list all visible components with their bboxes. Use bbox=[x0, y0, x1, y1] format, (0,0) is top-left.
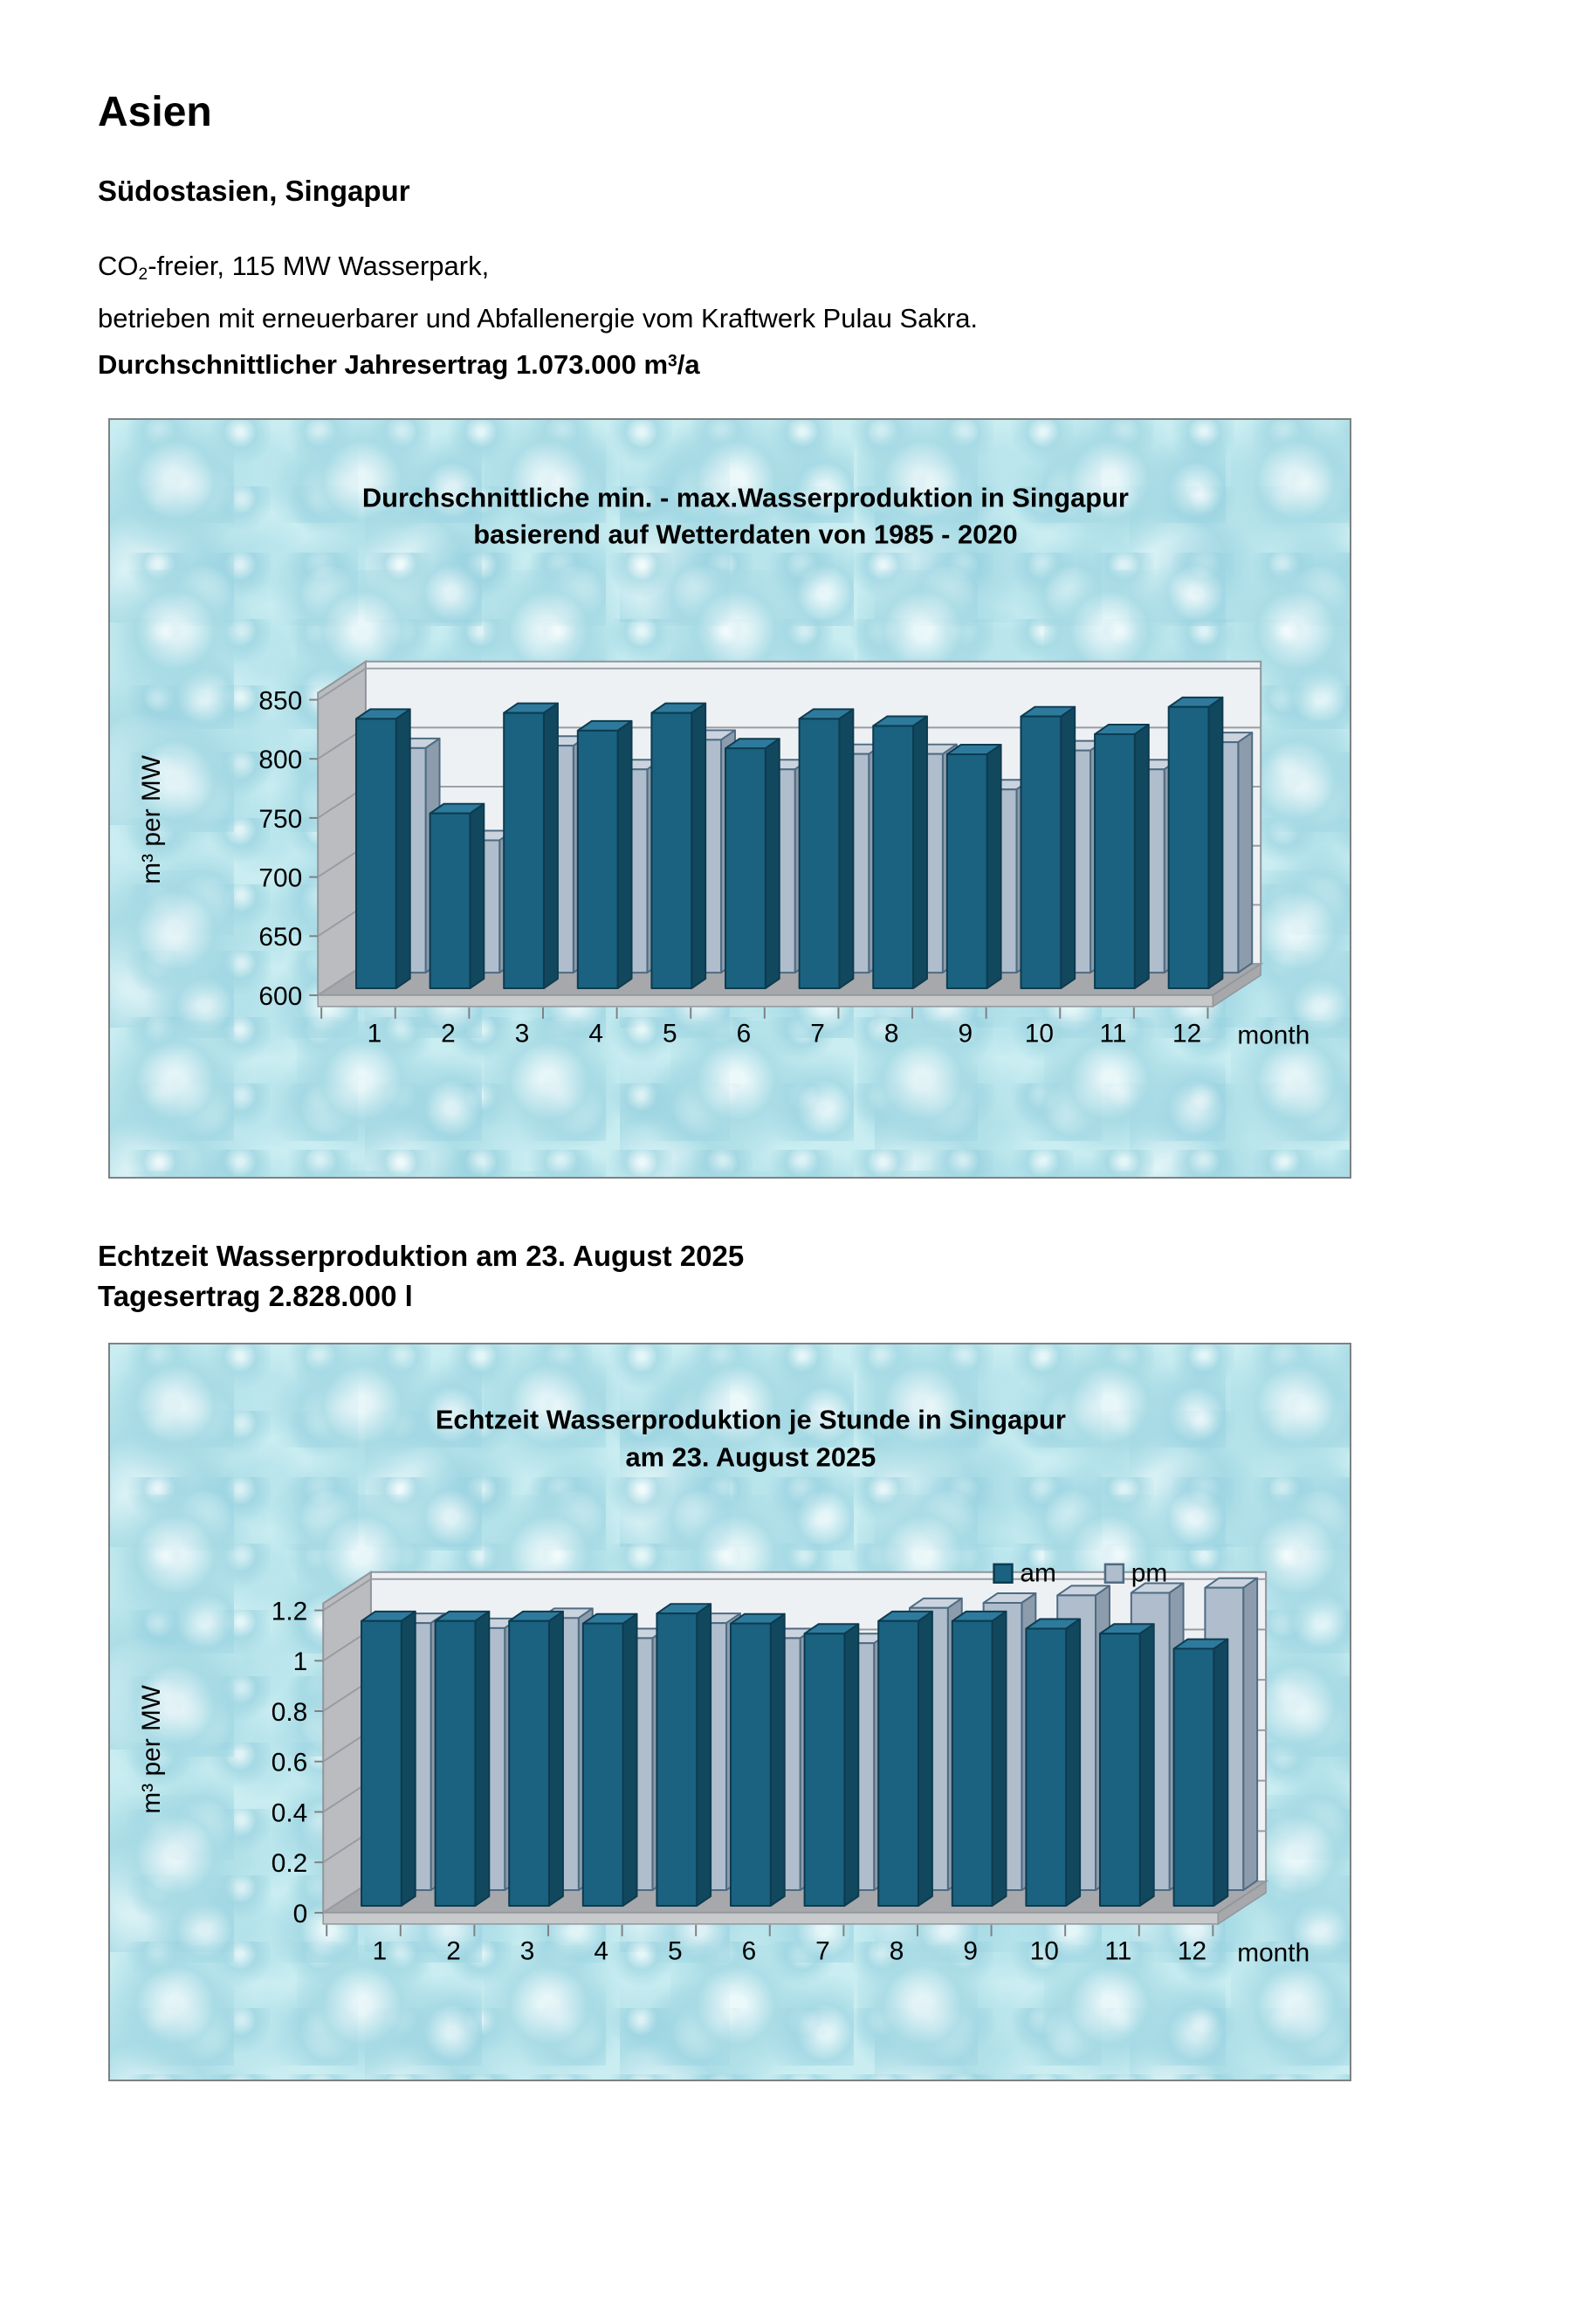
y-tick-labels: 600 650 700 750 800 850 bbox=[258, 687, 302, 1011]
bar-month-9-max bbox=[945, 744, 1002, 990]
x-tick-label: 5 bbox=[668, 1937, 683, 1966]
x-tick-label: 8 bbox=[890, 1937, 904, 1966]
chart-title-line2: basierend auf Wetterdaten von 1985 - 202… bbox=[473, 519, 1017, 550]
realtime-heading-line2: Tagesertrag 2.828.000 l bbox=[98, 1280, 413, 1313]
bar-month-9-am bbox=[951, 1611, 1007, 1908]
legend-swatch-am bbox=[993, 1563, 1014, 1585]
bar-month-6-am bbox=[730, 1613, 786, 1908]
y-tick-label: 750 bbox=[258, 805, 302, 834]
y-tick-label: 600 bbox=[258, 982, 302, 1011]
intro-line3: Durchschnittlicher Jahresertrag 1.073.00… bbox=[98, 349, 700, 381]
bar-month-1-am bbox=[361, 1611, 416, 1908]
bar-month-8-am bbox=[877, 1611, 933, 1908]
realtime-section-heading: Echtzeit Wasserproduktion am 23. August … bbox=[98, 1236, 1581, 1317]
document-page: { "page": { "title": "Asien", "subtitle"… bbox=[0, 89, 1581, 2324]
bar-month-8-max bbox=[872, 715, 928, 990]
x-axis-title: month bbox=[1237, 1021, 1309, 1050]
x-tick-label: 9 bbox=[958, 1020, 973, 1049]
floor-front-face bbox=[322, 1912, 1220, 1926]
x-tick-label: 1 bbox=[373, 1937, 388, 1966]
legend-label-am: am bbox=[1020, 1559, 1055, 1588]
x-tick-label: 10 bbox=[1030, 1937, 1059, 1966]
x-tick-label: 7 bbox=[810, 1020, 825, 1049]
intro-paragraph: CO2-freier, 115 MW Wasserpark, betrieben… bbox=[98, 244, 1581, 387]
y-tick-label: 850 bbox=[258, 687, 302, 716]
legend-label-pm: pm bbox=[1131, 1559, 1167, 1588]
bar-month-4-max bbox=[576, 720, 633, 990]
bar-month-2-am bbox=[434, 1611, 491, 1908]
x-tick-label: 11 bbox=[1099, 1020, 1126, 1049]
bar-month-3-max bbox=[503, 703, 559, 990]
y-tick-label: 650 bbox=[258, 924, 302, 952]
x-tick-label: 9 bbox=[963, 1937, 978, 1966]
bar-month-3-am bbox=[508, 1611, 564, 1908]
y-tick-label: 1 bbox=[293, 1648, 308, 1677]
x-tick-label: 4 bbox=[594, 1937, 608, 1966]
x-base-ticks bbox=[326, 1925, 1214, 1937]
y-tick-label: 800 bbox=[258, 746, 302, 775]
bar-month-12-max bbox=[1167, 697, 1224, 990]
y-tick-label: 0.4 bbox=[272, 1799, 308, 1828]
x-tick-label: 12 bbox=[1172, 1020, 1201, 1049]
legend: am pm bbox=[993, 1559, 1167, 1588]
bar-month-1-max bbox=[354, 708, 411, 990]
x-tick-label: 10 bbox=[1025, 1020, 1054, 1049]
intro-line1: CO2-freier, 115 MW Wasserpark, bbox=[98, 251, 490, 284]
average-production-chart-panel: 600 650 700 750 800 850 1 2 3 4 5 6 7 8 9 10 11 12 month m³… bbox=[108, 418, 1351, 1179]
x-tick-label: 5 bbox=[663, 1020, 677, 1049]
y-axis-title: m³ per MW bbox=[137, 755, 166, 884]
realtime-heading-line1: Echtzeit Wasserproduktion am 23. August … bbox=[98, 1240, 745, 1273]
bar-month-11-max bbox=[1094, 724, 1150, 990]
x-tick-label: 6 bbox=[737, 1020, 752, 1049]
chart-title-line1: Echtzeit Wasserproduktion je Stunde in S… bbox=[436, 1405, 1066, 1435]
x-tick-label: 2 bbox=[441, 1020, 456, 1049]
y-tick-label: 0 bbox=[293, 1900, 308, 1929]
floor-front-face bbox=[317, 994, 1214, 1008]
x-tick-label: 11 bbox=[1104, 1937, 1131, 1966]
bar-month-12-am bbox=[1172, 1639, 1229, 1908]
x-base-ticks bbox=[320, 1007, 1209, 1020]
x-tick-label: 4 bbox=[588, 1020, 603, 1049]
bar-month-7-am bbox=[803, 1623, 860, 1908]
x-tick-label: 3 bbox=[520, 1937, 535, 1966]
bar-month-7-max bbox=[798, 708, 855, 990]
bar-month-10-am bbox=[1025, 1618, 1082, 1908]
x-tick-label: 7 bbox=[815, 1937, 830, 1966]
legend-swatch-pm bbox=[1103, 1563, 1125, 1585]
chart-title-line2: am 23. August 2025 bbox=[625, 1442, 876, 1473]
realtime-production-chart-panel: 0 0.2 0.4 0.6 0.8 1 1.2 1 2 3 4 5 6 7 8 9 10 11 12 month m³ … bbox=[108, 1343, 1351, 2082]
realtime-production-chart: 00.20.40.60.811.21 2 3 4 5 6 7 8 9 10 11 12 monthm³ … bbox=[137, 1405, 1309, 1968]
x-tick-label: 12 bbox=[1178, 1937, 1206, 1966]
y-tick-label: 0.2 bbox=[272, 1850, 308, 1879]
cubic-superscript: 3 bbox=[668, 352, 677, 371]
intro-line2: betrieben mit erneuerbarer und Abfallene… bbox=[98, 302, 979, 333]
chart-title-line1: Durchschnittliche min. - max.Wasserprodu… bbox=[362, 483, 1129, 513]
y-tick-label: 1.2 bbox=[272, 1598, 308, 1626]
y-tick-label: 0.8 bbox=[272, 1698, 308, 1727]
floor-right-face bbox=[1217, 1881, 1267, 1926]
x-axis-title: month bbox=[1237, 1939, 1309, 1968]
co2-subscript: 2 bbox=[138, 265, 148, 284]
y-tick-labels: 0 0.2 0.4 0.6 0.8 1 1.2 bbox=[272, 1598, 308, 1929]
x-tick-label: 6 bbox=[742, 1937, 757, 1966]
bar-month-6-max bbox=[725, 738, 780, 990]
y-axis-title: m³ per MW bbox=[137, 1685, 166, 1814]
bar-month-4-am bbox=[581, 1613, 638, 1908]
bar-month-2-max bbox=[429, 803, 485, 990]
bar-month-5-max bbox=[650, 703, 707, 990]
y-tick-label: 0.6 bbox=[272, 1749, 308, 1777]
x-tick-label: 2 bbox=[446, 1937, 461, 1966]
y-tick-label: 700 bbox=[258, 864, 302, 893]
x-tick-label: 8 bbox=[884, 1020, 899, 1049]
bar-month-10-max bbox=[1020, 706, 1076, 990]
page-title: Asien bbox=[98, 89, 212, 135]
floor-right-face bbox=[1212, 963, 1261, 1008]
bar-month-5-am bbox=[656, 1603, 712, 1908]
x-tick-label: 3 bbox=[515, 1020, 530, 1049]
bar-month-11-am bbox=[1098, 1623, 1155, 1908]
x-tick-label: 1 bbox=[368, 1020, 382, 1049]
page-subtitle: Südostasien, Singapur bbox=[98, 175, 410, 207]
